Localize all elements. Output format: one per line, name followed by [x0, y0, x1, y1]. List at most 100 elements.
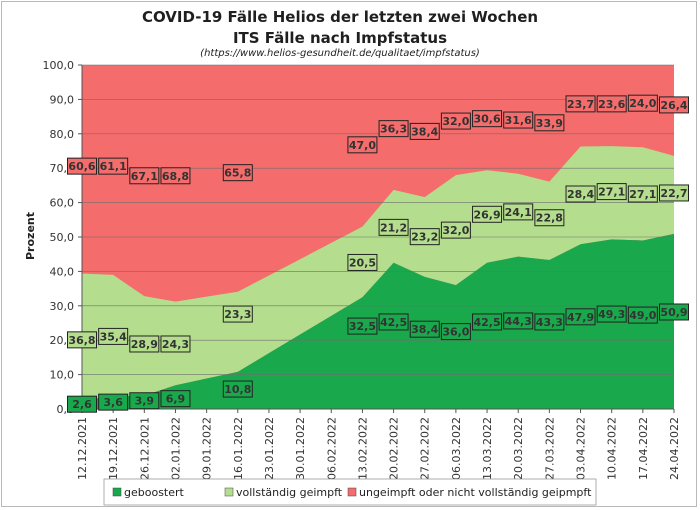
x-tick-label: 26.12.2021 [138, 417, 151, 480]
legend-swatch [224, 487, 234, 497]
data-label-ungeimpft: 23,6 [596, 95, 627, 113]
data-label-vollstaendig-text: 26,9 [473, 208, 500, 221]
data-label-geboostert: 49,0 [627, 306, 658, 324]
legend-entry: vollständig geimpft [236, 486, 343, 499]
y-tick-label: 80,0 [50, 128, 75, 141]
data-label-geboostert-box [565, 308, 596, 326]
data-label-vollstaendig: 20,5 [347, 253, 378, 271]
y-tick-label: 100,0 [43, 59, 75, 72]
chart-title: COVID-19 Fälle Helios der letzten zwei W… [142, 8, 538, 26]
data-label-ungeimpft: 31,6 [503, 111, 534, 129]
x-tick-label: 13.03.2022 [481, 417, 494, 480]
data-label-vollstaendig: 23,2 [409, 228, 440, 246]
data-label-ungeimpft: 60,6 [67, 157, 97, 175]
data-label-geboostert: 47,9 [565, 308, 596, 326]
data-label-vollstaendig-box [472, 205, 503, 223]
data-label-geboostert-box [440, 323, 471, 341]
x-tick-label: 20.03.2022 [512, 417, 525, 480]
data-label-ungeimpft: 32,0 [440, 112, 471, 130]
data-label-geboostert-box [98, 393, 129, 411]
data-label-geboostert-box [409, 320, 440, 338]
data-label-vollstaendig-text: 22,8 [536, 212, 563, 225]
data-label-geboostert: 49,3 [596, 305, 627, 323]
data-label-ungeimpft-text: 68,8 [162, 170, 189, 183]
chart-subtitle: ITS Fälle nach Impfstatus [233, 29, 447, 47]
data-label-ungeimpft-text: 23,7 [567, 98, 594, 111]
data-label-ungeimpft: 23,7 [565, 95, 596, 113]
data-label-geboostert-box [596, 305, 627, 323]
data-label-geboostert: 32,5 [347, 317, 378, 335]
data-label-ungeimpft-box [409, 122, 440, 140]
data-label-ungeimpft-box [472, 110, 503, 128]
data-label-geboostert-text: 43,3 [536, 316, 563, 329]
data-label-vollstaendig: 36,8 [67, 331, 97, 349]
data-label-vollstaendig: 35,4 [98, 327, 129, 345]
data-label-geboostert-box [627, 306, 658, 324]
data-label-geboostert: 3,9 [129, 392, 160, 410]
data-label-ungeimpft-box [222, 164, 253, 182]
data-label-ungeimpft-box [98, 157, 129, 175]
data-label-vollstaendig-box [98, 327, 129, 345]
data-label-geboostert-box [67, 395, 97, 413]
data-label-geboostert-text: 3,9 [135, 395, 155, 408]
data-label-geboostert: 36,0 [440, 323, 471, 341]
data-label-geboostert-box [659, 303, 689, 321]
data-label-ungeimpft-box [596, 95, 627, 113]
data-label-geboostert-text: 2,6 [72, 398, 92, 411]
data-label-vollstaendig: 22,8 [534, 209, 565, 227]
y-tick-label: 10,0 [50, 369, 75, 382]
data-label-vollstaendig: 28,4 [565, 185, 596, 203]
data-label-ungeimpft-text: 32,0 [442, 115, 469, 128]
x-tick-label: 17.04.2022 [637, 417, 650, 480]
legend-swatch [347, 487, 357, 497]
data-label-geboostert-text: 42,5 [473, 316, 500, 329]
x-tick-label: 03.04.2022 [575, 417, 588, 480]
data-label-geboostert-box [472, 313, 503, 331]
y-tick-label: 50,0 [50, 231, 75, 244]
data-label-geboostert-box [378, 313, 409, 331]
legend-swatch [112, 487, 122, 497]
x-tick-label: 19.12.2021 [107, 417, 120, 480]
data-label-vollstaendig-text: 36,8 [68, 334, 95, 347]
data-label-vollstaendig-box [503, 203, 534, 221]
data-label-vollstaendig-text: 27,1 [629, 188, 656, 201]
data-label-vollstaendig: 23,3 [222, 305, 253, 323]
legend-entry: ungeimpft oder nicht vollständig geipmpf… [359, 486, 592, 499]
data-label-ungeimpft-text: 38,4 [411, 125, 438, 138]
data-label-ungeimpft-box [659, 96, 689, 114]
x-tick-label: 30.01.2022 [294, 417, 307, 480]
data-label-ungeimpft-text: 67,1 [131, 170, 158, 183]
data-label-geboostert-text: 36,0 [442, 326, 469, 339]
data-label-vollstaendig: 27,1 [596, 183, 627, 201]
y-tick-label: 60,0 [50, 197, 75, 210]
y-tick-label: 30,0 [50, 300, 75, 313]
data-label-vollstaendig-box [378, 218, 409, 236]
data-label-ungeimpft-text: 33,9 [536, 117, 563, 130]
data-label-geboostert: 3,6 [98, 393, 129, 411]
data-label-vollstaendig-text: 20,5 [349, 256, 376, 269]
data-label-vollstaendig-box [347, 253, 378, 271]
data-label-ungeimpft: 47,0 [347, 136, 378, 154]
data-label-geboostert-box [129, 392, 160, 410]
data-label-geboostert: 42,5 [472, 313, 503, 331]
data-label-vollstaendig: 24,3 [160, 335, 191, 353]
data-label-geboostert: 43,3 [534, 313, 565, 331]
data-label-ungeimpft-box [534, 114, 565, 132]
data-label-vollstaendig-box [222, 305, 253, 323]
data-label-vollstaendig-box [659, 184, 689, 202]
data-label-ungeimpft: 33,9 [534, 114, 565, 132]
x-tick-label: 10.04.2022 [606, 417, 619, 480]
data-label-geboostert: 50,9 [659, 303, 689, 321]
data-label-ungeimpft-box [440, 112, 471, 130]
x-tick-label: 06.02.2022 [325, 417, 338, 480]
chart-source: (https://www.helios-gesundheit.de/qualit… [200, 48, 480, 59]
data-label-ungeimpft-text: 30,6 [473, 113, 500, 126]
x-tick-label: 24.04.2022 [668, 417, 681, 480]
data-label-geboostert-text: 3,6 [103, 396, 123, 409]
data-label-ungeimpft: 30,6 [472, 110, 503, 128]
data-label-vollstaendig-box [409, 228, 440, 246]
x-tick-label: 27.03.2022 [543, 417, 556, 480]
data-label-geboostert: 42,5 [378, 313, 409, 331]
data-label-ungeimpft-box [67, 157, 97, 175]
data-label-ungeimpft-text: 61,1 [100, 160, 127, 173]
